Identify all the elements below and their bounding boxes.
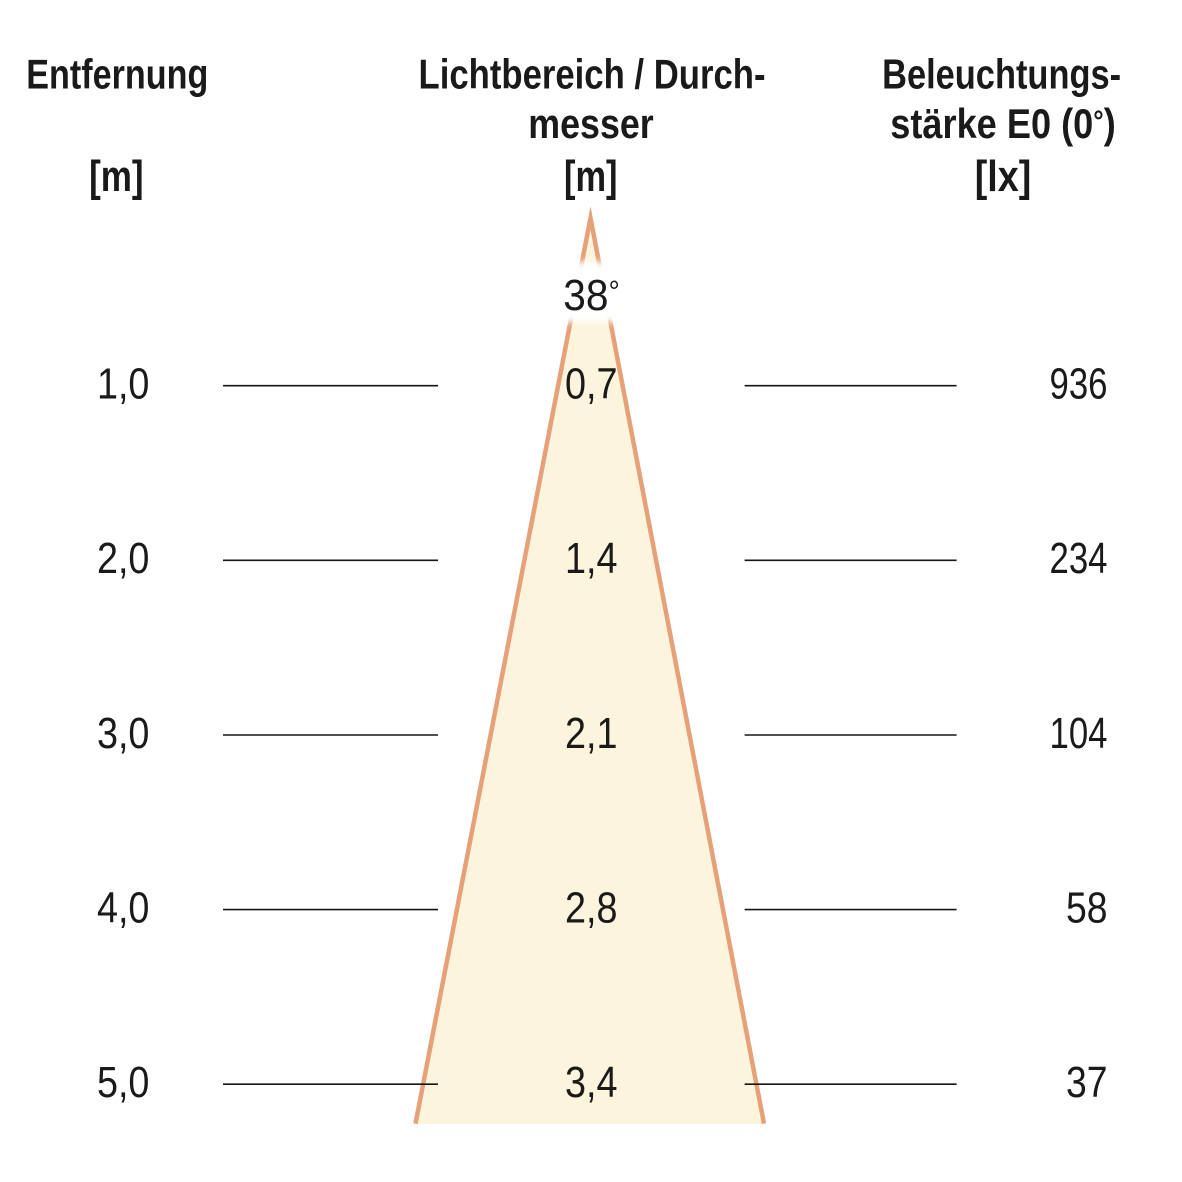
svg-text:messer: messer [528,100,654,147]
svg-text:Beleuchtungs-: Beleuchtungs- [882,51,1121,98]
svg-text:stärke E0 (0°): stärke E0 (0°) [890,100,1115,147]
svg-text:3,4: 3,4 [565,1059,618,1107]
svg-text:936: 936 [1050,361,1108,409]
svg-text:[m]: [m] [89,152,144,201]
svg-text:37: 37 [1066,1059,1108,1107]
svg-text:5,0: 5,0 [97,1059,150,1107]
svg-text:2,0: 2,0 [97,535,150,583]
svg-text:0,7: 0,7 [565,361,618,409]
svg-text:Lichtbereich / Durch-: Lichtbereich / Durch- [419,51,766,98]
svg-text:[m]: [m] [564,152,618,201]
svg-text:3,0: 3,0 [97,710,150,758]
svg-text:58: 58 [1066,884,1108,932]
svg-text:4,0: 4,0 [97,884,150,932]
svg-text:2,8: 2,8 [565,884,618,932]
svg-text:[lx]: [lx] [975,152,1032,201]
svg-text:1,4: 1,4 [565,535,618,583]
svg-text:Entfernung: Entfernung [26,51,208,98]
svg-text:2,1: 2,1 [565,710,618,758]
svg-text:234: 234 [1050,535,1108,583]
svg-text:104: 104 [1050,710,1108,758]
svg-text:1,0: 1,0 [97,361,150,409]
